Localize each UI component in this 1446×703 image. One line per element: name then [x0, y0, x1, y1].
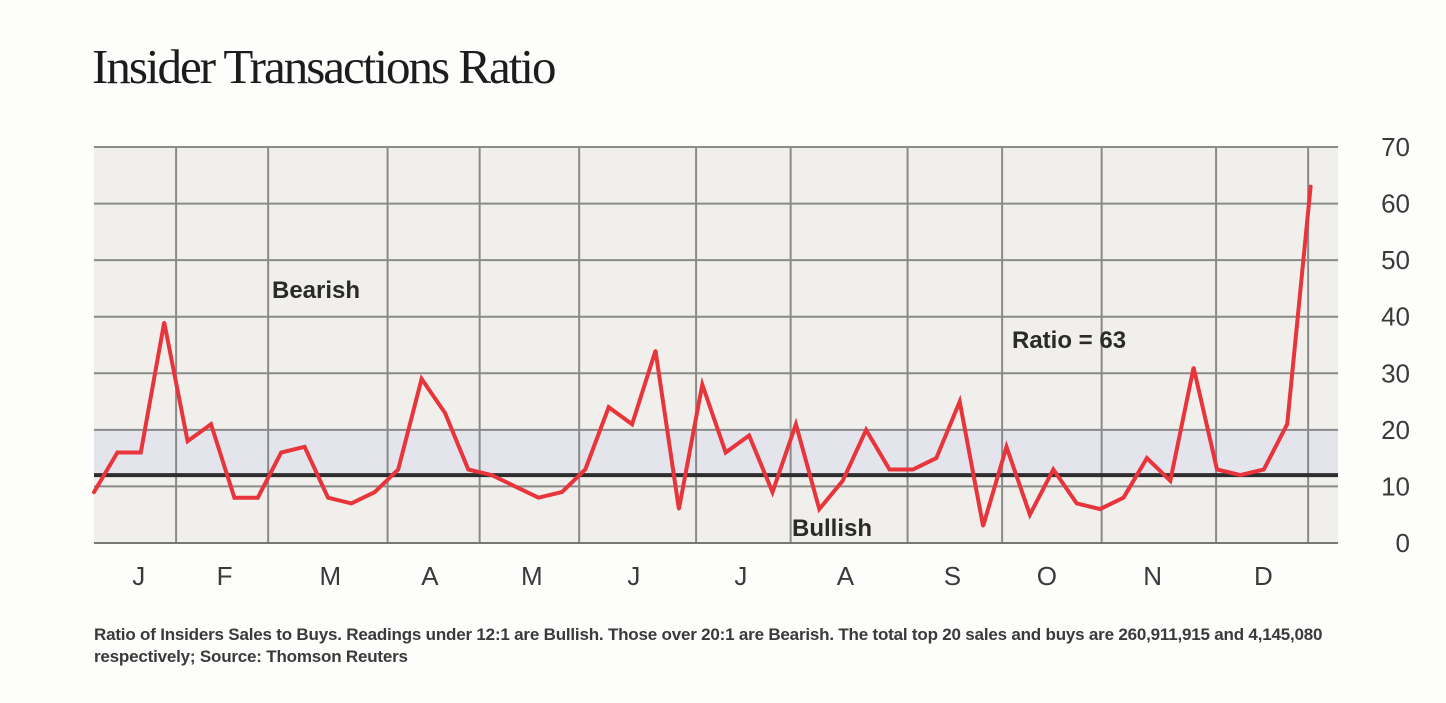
ratio-annotation: Ratio = 63	[1012, 327, 1126, 354]
x-tick-label: F	[217, 561, 233, 591]
x-tick-label: A	[837, 561, 855, 591]
data-point	[349, 501, 353, 505]
data-point	[466, 467, 470, 471]
bullish-annotation: Bullish	[792, 515, 872, 542]
plot-area	[94, 147, 1338, 543]
x-tick-label: D	[1254, 561, 1273, 591]
data-point	[981, 524, 985, 528]
data-point	[1028, 513, 1032, 517]
y-tick-label: 60	[1381, 189, 1410, 219]
data-point	[209, 422, 213, 426]
x-tick-label: J	[734, 561, 747, 591]
neutral-zone-band	[94, 429, 1338, 476]
data-point	[911, 467, 915, 471]
data-point	[1098, 507, 1102, 511]
data-point	[887, 467, 891, 471]
y-axis-ticks: 0 10 20 30 40 50 60 70	[1381, 132, 1410, 558]
data-point	[841, 479, 845, 483]
data-point	[139, 450, 143, 454]
data-point	[443, 411, 447, 415]
x-tick-label: N	[1143, 561, 1162, 591]
data-point	[771, 490, 775, 494]
data-point	[162, 320, 166, 324]
data-point	[864, 428, 868, 432]
data-point	[560, 490, 564, 494]
data-point	[934, 456, 938, 460]
data-point	[677, 507, 681, 511]
data-point	[583, 467, 587, 471]
y-tick-label: 50	[1381, 245, 1410, 275]
chart-title: Insider Transactions Ratio	[92, 39, 556, 94]
data-point	[186, 439, 190, 443]
data-point	[232, 496, 236, 500]
x-tick-label: S	[944, 561, 961, 591]
data-point	[654, 349, 658, 353]
y-tick-label: 10	[1381, 471, 1410, 501]
data-point	[1215, 467, 1219, 471]
data-points	[92, 185, 1313, 528]
x-tick-label: O	[1037, 561, 1057, 591]
x-tick-label: J	[132, 561, 145, 591]
data-point	[958, 400, 962, 404]
x-tick-label: M	[320, 561, 342, 591]
data-point	[115, 450, 119, 454]
data-point	[279, 450, 283, 454]
data-point	[513, 484, 517, 488]
y-tick-label: 70	[1381, 132, 1410, 162]
data-point	[747, 434, 751, 438]
data-point	[1075, 501, 1079, 505]
data-point	[1004, 445, 1008, 449]
data-point	[490, 473, 494, 477]
data-point	[630, 422, 634, 426]
data-point	[256, 496, 260, 500]
chart-footnote: Ratio of Insiders Sales to Buys. Reading…	[94, 625, 1323, 666]
data-point	[1145, 456, 1149, 460]
data-point	[724, 450, 728, 454]
data-point	[1262, 467, 1266, 471]
bearish-annotation: Bearish	[272, 277, 360, 304]
y-tick-label: 0	[1396, 528, 1410, 558]
x-tick-label: M	[521, 561, 543, 591]
data-point	[1168, 479, 1172, 483]
x-tick-label: J	[627, 561, 640, 591]
data-point	[396, 467, 400, 471]
data-point	[794, 422, 798, 426]
data-point	[537, 496, 541, 500]
x-tick-label: A	[421, 561, 439, 591]
data-point	[607, 405, 611, 409]
data-point	[1192, 366, 1196, 370]
data-point	[420, 377, 424, 381]
data-point	[373, 490, 377, 494]
data-point	[303, 445, 307, 449]
data-point	[1309, 185, 1313, 189]
data-point	[1285, 422, 1289, 426]
data-point	[92, 490, 96, 494]
data-point	[817, 507, 821, 511]
data-point	[326, 496, 330, 500]
data-point	[1238, 473, 1242, 477]
data-point	[700, 383, 704, 387]
y-tick-label: 30	[1381, 358, 1410, 388]
y-tick-label: 40	[1381, 302, 1410, 332]
data-point	[1051, 467, 1055, 471]
data-point	[1121, 496, 1125, 500]
y-tick-label: 20	[1381, 415, 1410, 445]
